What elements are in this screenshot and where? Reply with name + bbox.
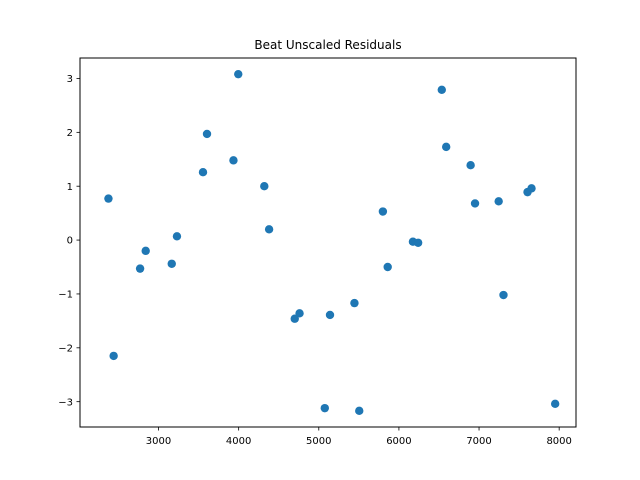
data-point-16: [325, 310, 335, 320]
y-tick-label: −3: [58, 397, 73, 408]
data-point-1: [104, 194, 113, 203]
data-point-23: [437, 85, 446, 94]
data-point-17: [350, 298, 359, 308]
data-point-19: [378, 207, 388, 216]
data-point-26: [470, 199, 480, 208]
x-tick-label: 7000: [466, 436, 491, 447]
data-point-4: [141, 246, 150, 256]
data-point-14: [295, 309, 304, 318]
data-point-15: [320, 403, 329, 413]
x-tick-label: 5000: [306, 436, 331, 447]
y-tick-label: 0: [67, 236, 73, 247]
x-tick-label: 4000: [226, 436, 251, 447]
data-point-5: [167, 259, 176, 268]
data-point-18: [355, 406, 364, 416]
data-point-3: [135, 264, 145, 273]
data-point-13: [290, 314, 299, 323]
data-point-30: [527, 184, 536, 193]
y-axis: −3 −2 −1 0 1 2 3: [58, 74, 80, 408]
data-point-9: [229, 156, 238, 165]
data-point-12: [264, 225, 274, 234]
y-tick-label: −1: [58, 290, 73, 301]
y-tick-label: 2: [67, 128, 73, 139]
data-point-11: [260, 182, 269, 191]
data-point-22: [413, 238, 423, 247]
x-tick-label: 3000: [146, 436, 171, 447]
x-tick-label: 6000: [386, 436, 411, 447]
data-point-27: [494, 197, 503, 206]
data-point-6: [172, 232, 182, 241]
x-tick-label: 8000: [546, 436, 571, 447]
y-tick-label: −2: [58, 343, 73, 354]
data-points: [104, 69, 560, 416]
data-point-28: [499, 290, 508, 300]
data-point-25: [466, 160, 475, 170]
plot-frame: [79, 57, 577, 428]
data-point-31: [550, 399, 560, 409]
x-axis: 3000 4000 5000 6000 7000 8000: [146, 427, 572, 447]
data-point-24: [441, 142, 451, 152]
data-point-8: [202, 129, 212, 139]
y-tick-label: 1: [67, 182, 73, 193]
data-point-2: [109, 351, 118, 361]
chart-title: Beat Unscaled Residuals: [254, 38, 401, 52]
data-point-10: [234, 69, 243, 79]
data-point-7: [198, 168, 208, 177]
y-tick-label: 3: [67, 74, 73, 85]
data-point-20: [383, 262, 392, 272]
